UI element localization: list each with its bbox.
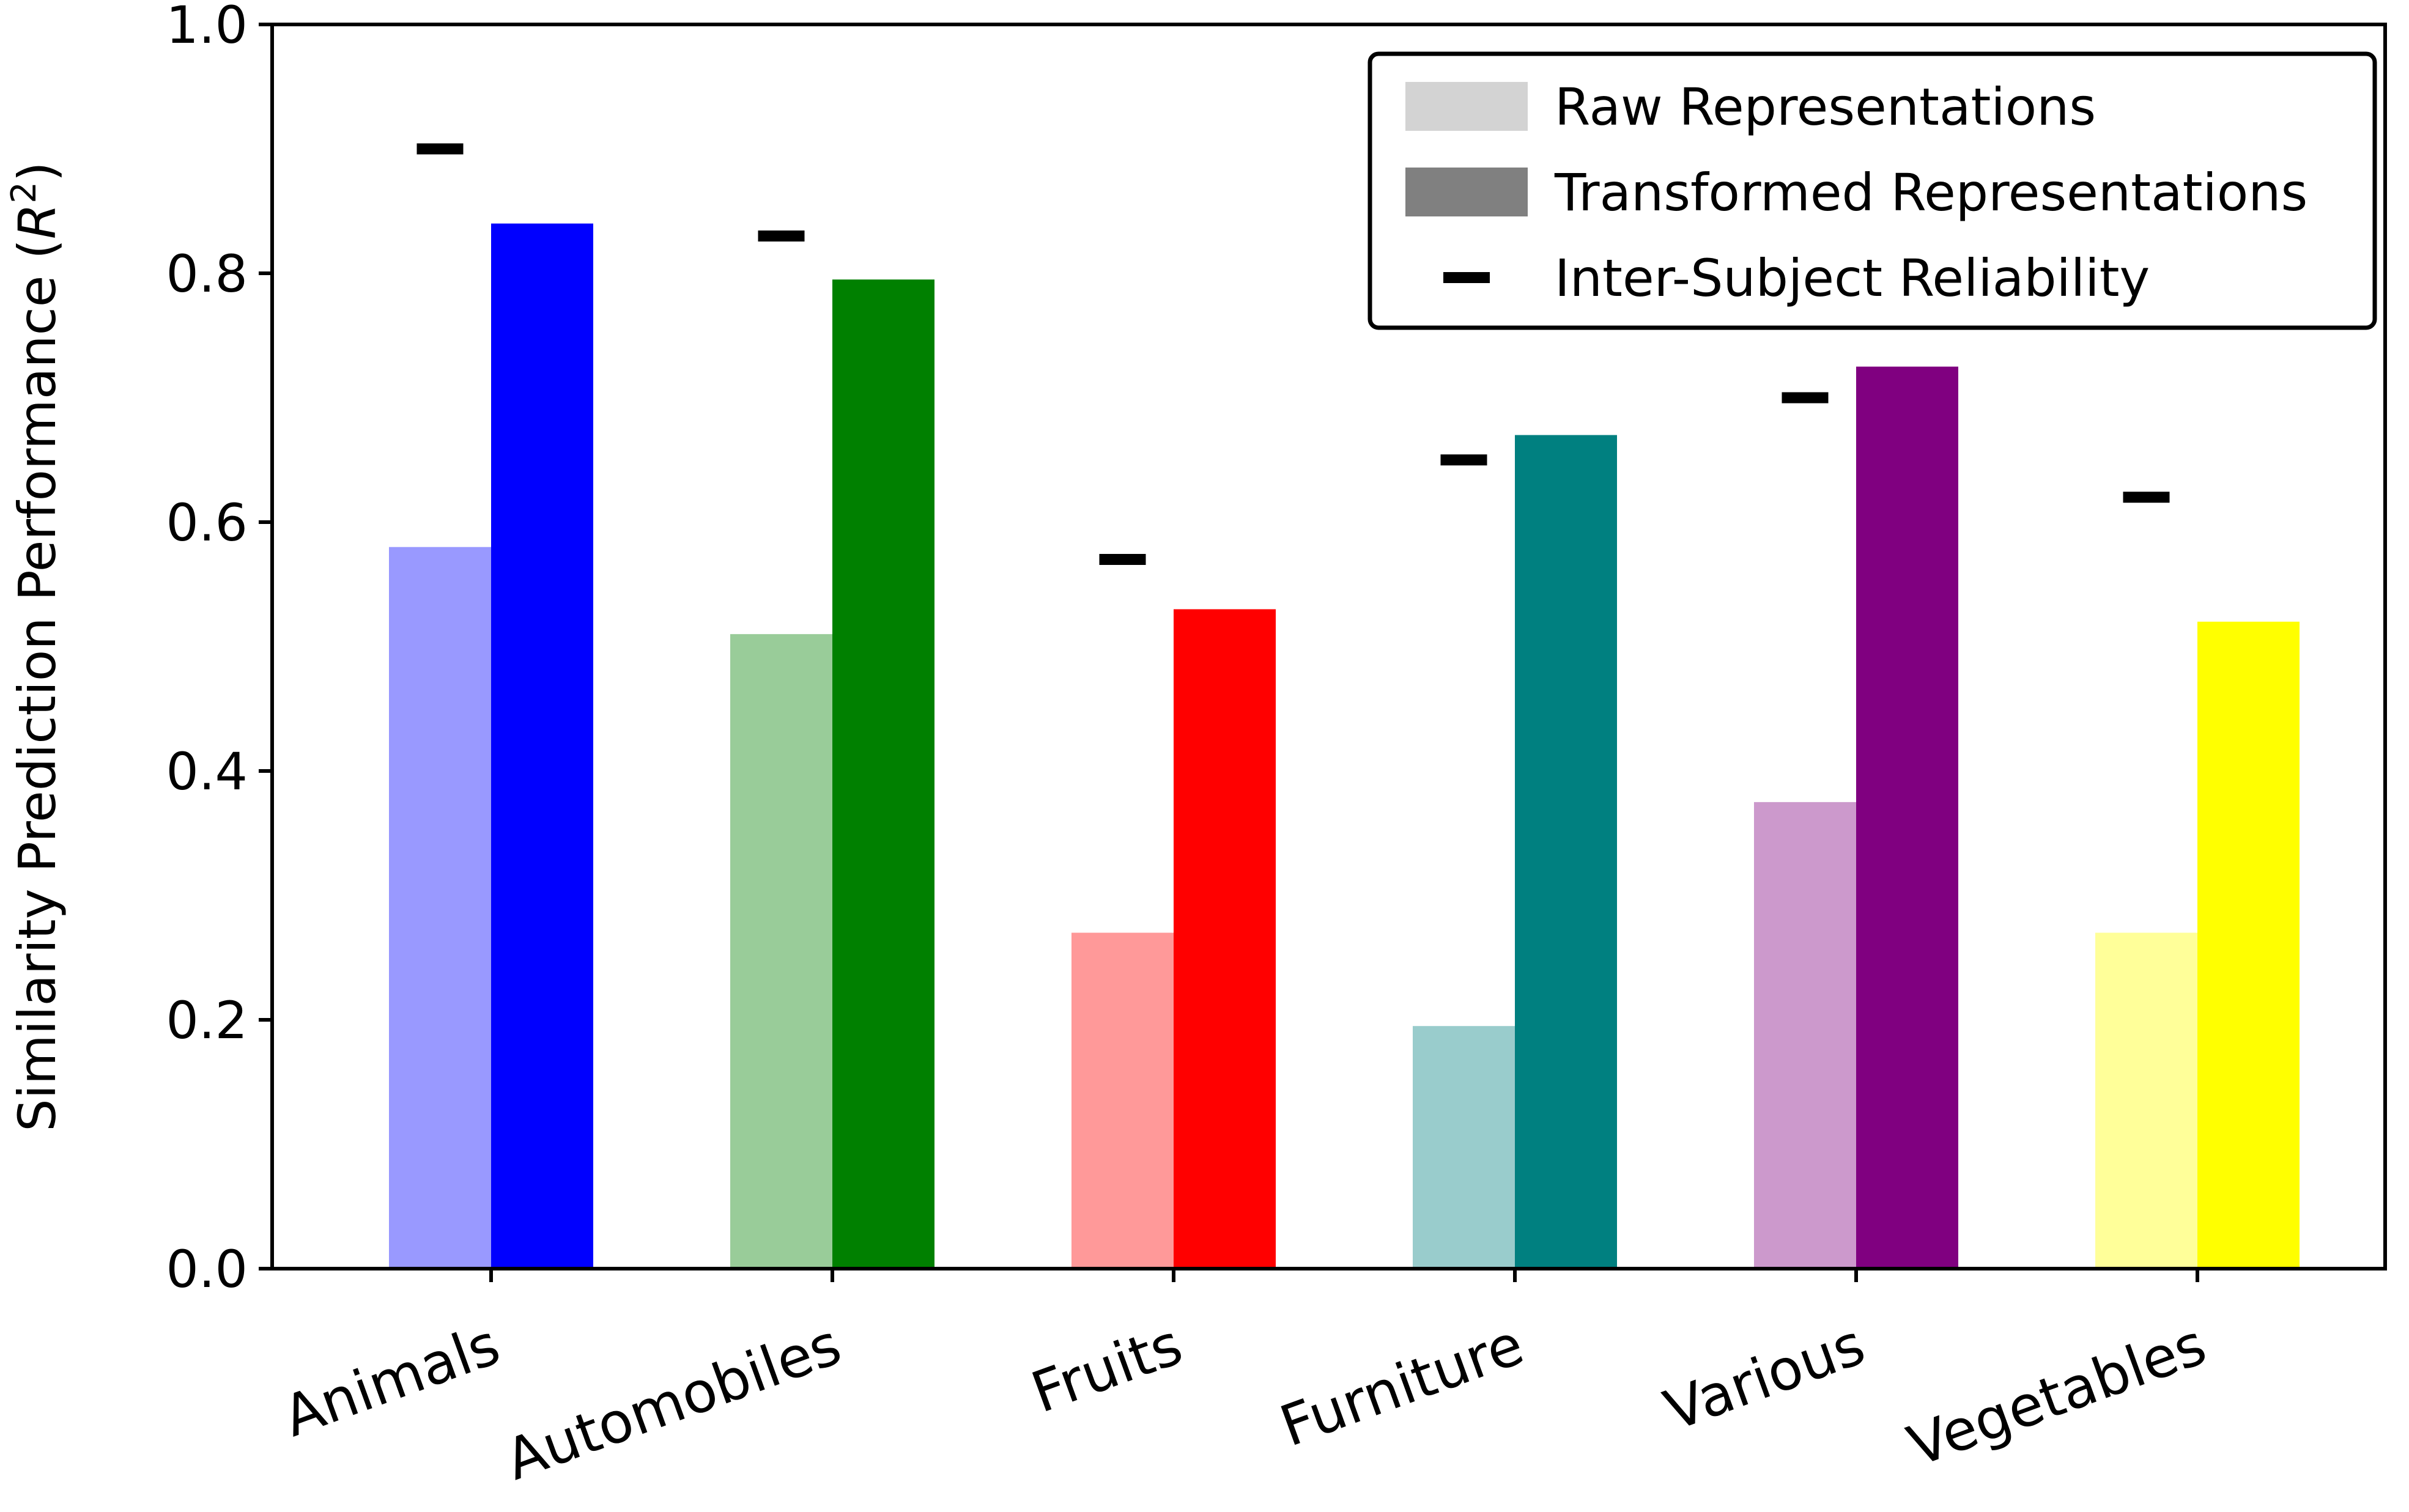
bar-transformed-various [1856, 366, 1958, 1269]
legend-swatch-transformed [1405, 168, 1528, 216]
bar-raw-fruits [1071, 932, 1174, 1269]
bar-raw-vegetables [2095, 932, 2197, 1269]
plot-frame [270, 23, 2387, 1270]
bar-raw-furniture [1413, 1026, 1515, 1269]
x-tick-label-automobiles: Automobiles [497, 1311, 849, 1493]
x-tick-label-animals: Animals [275, 1311, 508, 1450]
y-axis-title-var: R [7, 204, 67, 239]
axes-layer [270, 23, 2387, 1270]
x-tick-label-various: Various [1656, 1311, 1873, 1444]
reliability-markers-layer [416, 143, 2170, 566]
y-axis-title: Similarity Prediction Performance (R2) [4, 161, 68, 1131]
legend-box [1367, 51, 2377, 330]
y-tick-label: 0.8 [166, 244, 248, 304]
y-tick-label: 0.0 [166, 1239, 248, 1299]
y-tick-label: 0.2 [166, 990, 248, 1050]
y-tick-label: 0.4 [166, 742, 248, 802]
y-tick-label: 0.6 [166, 493, 248, 553]
y-axis-title-main: Similarity Prediction Performance ( [7, 239, 67, 1132]
y-axis-title-close: ) [7, 161, 67, 182]
bar-raw-automobiles [730, 634, 832, 1269]
y-tick-label: 1.0 [166, 0, 248, 55]
y-axis-title-sup: 2 [4, 182, 44, 204]
legend-swatch-raw [1405, 82, 1528, 131]
bars-layer [389, 223, 2300, 1269]
bar-raw-animals [389, 547, 491, 1269]
bar-transformed-furniture [1515, 435, 1617, 1269]
legend: Raw Representations Transformed Represen… [1367, 51, 2377, 330]
legend-label-raw: Raw Representations [1555, 77, 2096, 137]
x-tick-label-vegetables: Vegetables [1900, 1311, 2214, 1479]
bar-transformed-animals [491, 223, 593, 1269]
bar-transformed-vegetables [2197, 621, 2300, 1269]
bar-transformed-fruits [1174, 609, 1276, 1269]
x-tick-label-furniture: Furniture [1272, 1311, 1532, 1459]
legend-label-transformed: Transformed Representations [1554, 163, 2307, 223]
x-tick-label-fruits: Fruits [1023, 1311, 1190, 1426]
y-axis-ticks: 0.0 0.2 0.4 0.6 0.8 1.0 [166, 0, 272, 1299]
bar-transformed-automobiles [832, 279, 934, 1269]
legend-label-reliability: Inter-Subject Reliability [1555, 248, 2150, 308]
bar-raw-various [1754, 802, 1856, 1269]
